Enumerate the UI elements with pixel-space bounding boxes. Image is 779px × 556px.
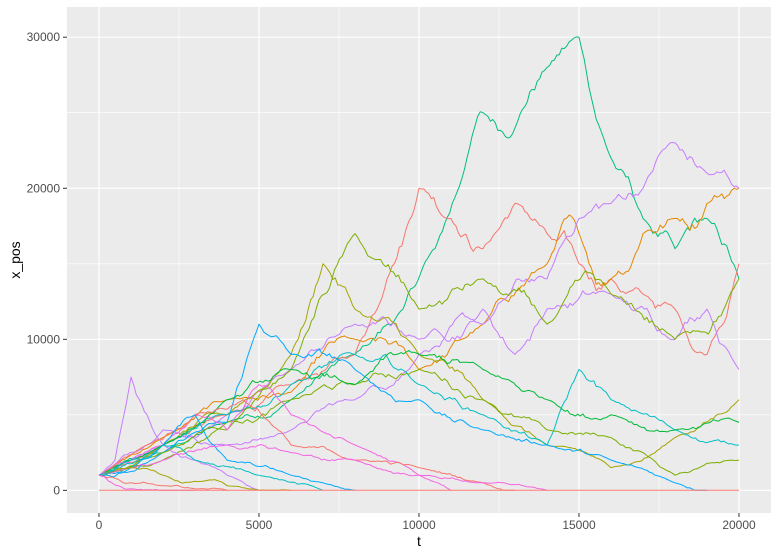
x-axis: 0 5000 10000 15000 20000 <box>96 513 756 532</box>
x-axis-title: t <box>417 533 421 549</box>
series-line-7 <box>98 369 740 476</box>
series-line-4 <box>98 142 740 476</box>
series-line-8 <box>98 323 707 491</box>
series-line-6 <box>98 263 740 476</box>
x-tick-label: 20000 <box>722 518 756 532</box>
series-line-12 <box>98 350 740 476</box>
series-line-3 <box>98 187 740 476</box>
y-axis-title: x_pos <box>7 241 23 278</box>
series-line-13 <box>98 399 515 491</box>
series-line-11 <box>98 384 452 491</box>
x-tick-label: 5000 <box>246 518 273 532</box>
series-line-15 <box>98 376 260 491</box>
y-tick-label: 20000 <box>27 181 61 195</box>
y-tick-label: 0 <box>53 483 60 497</box>
series-line-19 <box>98 474 228 491</box>
series-line-14 <box>98 414 356 491</box>
series-line-16 <box>98 444 548 491</box>
y-axis: 0 10000 20000 30000 <box>27 30 67 497</box>
x-tick-label: 15000 <box>562 518 596 532</box>
series-line-18 <box>98 444 324 491</box>
y-tick-label: 10000 <box>27 332 61 346</box>
x-tick-label: 10000 <box>402 518 436 532</box>
series-line-2 <box>98 187 740 476</box>
series-line-10 <box>98 233 740 476</box>
series-layer <box>98 36 740 491</box>
y-tick-label: 30000 <box>27 30 61 44</box>
x-tick-label: 0 <box>96 518 103 532</box>
